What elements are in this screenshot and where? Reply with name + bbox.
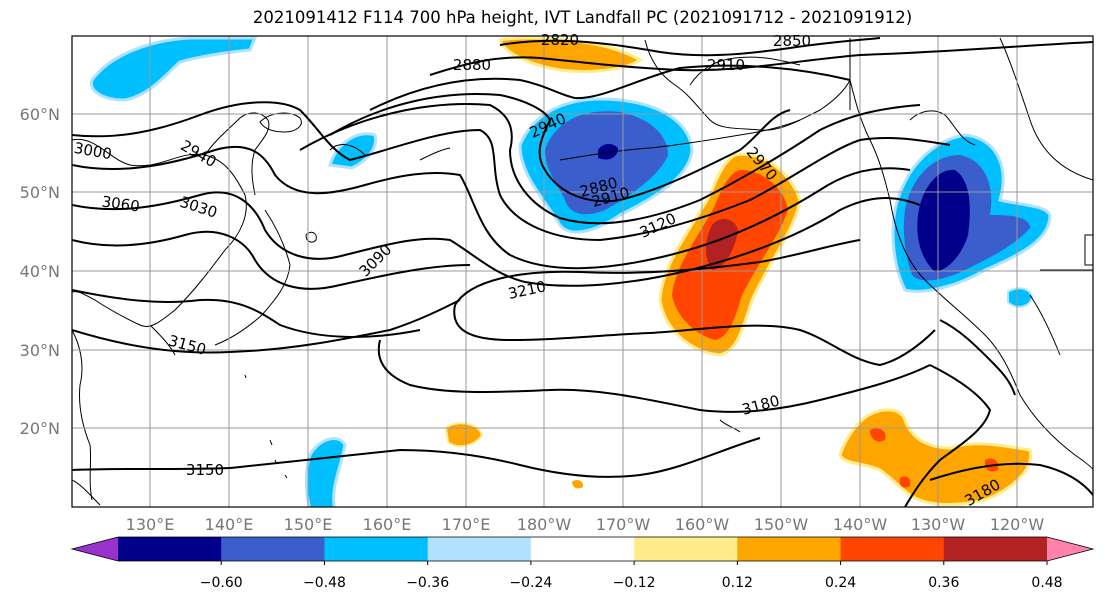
map-frame [71, 35, 1094, 508]
height-contours [72, 37, 1093, 507]
contour-label: 2850 [773, 32, 811, 50]
lon-label: 170°E [442, 515, 491, 534]
lat-label: 60°N [20, 105, 60, 124]
colorbar-tick-label: 0.36 [928, 575, 959, 591]
lon-label: 180°W [517, 515, 572, 534]
colorbar-segment [737, 537, 842, 561]
colorbar-segment [634, 537, 738, 561]
latitude-labels: 60°N 50°N 40°N 30°N 20°N [20, 105, 60, 438]
colorbar-tick-label: 0.24 [825, 575, 856, 591]
contour-label: 3060 [101, 192, 141, 215]
colorbar-tick-label: −0.48 [303, 575, 346, 591]
colorbar-tick-label: −0.60 [200, 575, 243, 591]
lon-label: 120°W [990, 515, 1045, 534]
lon-label: 150°W [754, 515, 809, 534]
ivt-positive-shading [444, 36, 1033, 506]
colorbar: −0.60 −0.48 −0.36 −0.24 −0.12 0.12 0.24 0.36 0.4… [70, 536, 1095, 591]
contour-label: 3030 [178, 193, 220, 222]
contour-label: 2910 [707, 56, 745, 74]
longitude-labels: 130°E 140°E 150°E 160°E 170°E 180°W 170°… [126, 515, 1045, 534]
colorbar-segment [943, 537, 1048, 561]
colorbar-segment [221, 537, 325, 561]
contour-label: 3150 [186, 461, 224, 479]
map-area [72, 36, 1093, 507]
coastlines [72, 37, 1093, 506]
lon-label: 130°E [126, 515, 175, 534]
colorbar-segment [324, 537, 429, 561]
contour-label: 2940 [177, 136, 219, 171]
lon-label: 160°E [363, 515, 412, 534]
colorbar-extend-high [1047, 537, 1093, 561]
lat-label: 50°N [20, 183, 60, 202]
lat-label: 20°N [20, 419, 60, 438]
colorbar-tick-label: −0.24 [509, 575, 552, 591]
contour-label: 3180 [740, 392, 782, 419]
map-title: 2021091412 F114 700 hPa height, IVT Land… [252, 8, 913, 27]
lon-label: 170°W [596, 515, 651, 534]
ivt-negative-shading [89, 36, 1052, 507]
colorbar-segment [118, 537, 222, 561]
colorbar-outline [70, 536, 1095, 562]
contour-label: 3150 [167, 332, 209, 359]
lon-label: 150°E [284, 515, 333, 534]
colorbar-tick-label: −0.36 [406, 575, 449, 591]
colorbar-tick-label: −0.12 [613, 575, 656, 591]
lon-label: 140°W [833, 515, 888, 534]
colorbar-segment [530, 537, 635, 561]
lon-label: 130°W [911, 515, 966, 534]
colorbar-tick-label: 0.48 [1031, 575, 1062, 591]
contour-label: 2880 [453, 56, 491, 74]
lon-label: 140°E [205, 515, 254, 534]
lon-label: 160°W [675, 515, 730, 534]
colorbar-segments [70, 536, 1095, 562]
lat-label: 40°N [20, 262, 60, 281]
contour-label: 2820 [541, 31, 579, 49]
colorbar-extend-low [72, 537, 118, 561]
colorbar-ticks: −0.60 −0.48 −0.36 −0.24 −0.12 0.12 0.24 0.36 0.4… [200, 561, 1063, 591]
contour-label: 3000 [73, 139, 114, 163]
lat-label: 30°N [20, 341, 60, 360]
colorbar-segment [840, 537, 945, 561]
colorbar-tick-label: 0.12 [722, 575, 753, 591]
colorbar-segment [427, 537, 532, 561]
contour-label: 3210 [506, 277, 547, 303]
